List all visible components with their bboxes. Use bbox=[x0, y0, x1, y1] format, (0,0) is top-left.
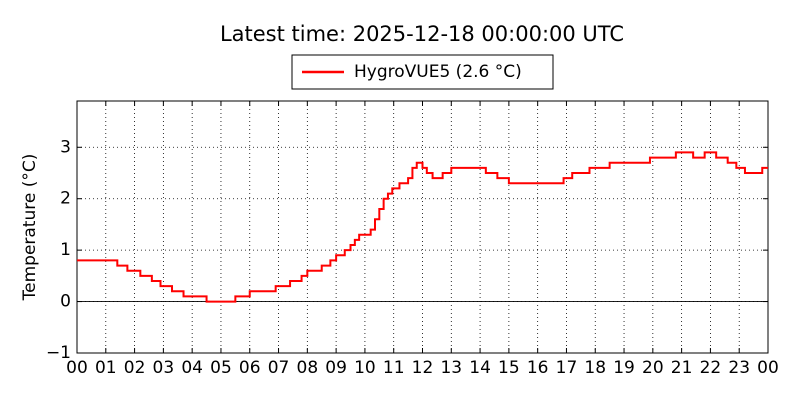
x-tick-label: 05 bbox=[210, 358, 232, 378]
y-axis-label: Temperature (°C) bbox=[20, 154, 40, 302]
data-line bbox=[77, 151, 768, 303]
legend-label: HygroVUE5 (2.6 °C) bbox=[354, 62, 522, 82]
x-tick-label: 19 bbox=[613, 358, 635, 378]
x-tick-label: 03 bbox=[153, 358, 175, 378]
x-tick-label: 16 bbox=[527, 358, 549, 378]
x-tick-label: 00 bbox=[757, 358, 779, 378]
x-tick-label: 14 bbox=[469, 358, 491, 378]
y-tick-label: 1 bbox=[60, 240, 71, 260]
x-tick-label: 06 bbox=[239, 358, 261, 378]
x-tick-label: 04 bbox=[181, 358, 203, 378]
x-tick-label: 11 bbox=[383, 358, 405, 378]
x-tick-label: 23 bbox=[728, 358, 750, 378]
x-tick-label: 21 bbox=[671, 358, 693, 378]
x-tick-label: 01 bbox=[95, 358, 117, 378]
x-tick-label: 20 bbox=[642, 358, 664, 378]
x-tick-label: 12 bbox=[412, 358, 434, 378]
y-tick-label: 2 bbox=[60, 189, 71, 209]
x-tick-label: 22 bbox=[700, 358, 722, 378]
x-tick-label: 07 bbox=[268, 358, 290, 378]
x-tick-label: 18 bbox=[584, 358, 606, 378]
y-tick-label: 3 bbox=[60, 137, 71, 157]
x-tick-label: 15 bbox=[498, 358, 520, 378]
y-tick-label: −1 bbox=[46, 343, 71, 363]
x-tick-label: 00 bbox=[66, 358, 88, 378]
x-tick-label: 09 bbox=[325, 358, 347, 378]
x-tick-label: 10 bbox=[354, 358, 376, 378]
y-tick-label: 0 bbox=[60, 292, 71, 312]
chart-title: Latest time: 2025-12-18 00:00:00 UTC bbox=[220, 22, 624, 46]
x-tick-label: 02 bbox=[124, 358, 146, 378]
x-tick-label: 08 bbox=[297, 358, 319, 378]
x-tick-label: 17 bbox=[556, 358, 578, 378]
x-tick-label: 13 bbox=[440, 358, 462, 378]
